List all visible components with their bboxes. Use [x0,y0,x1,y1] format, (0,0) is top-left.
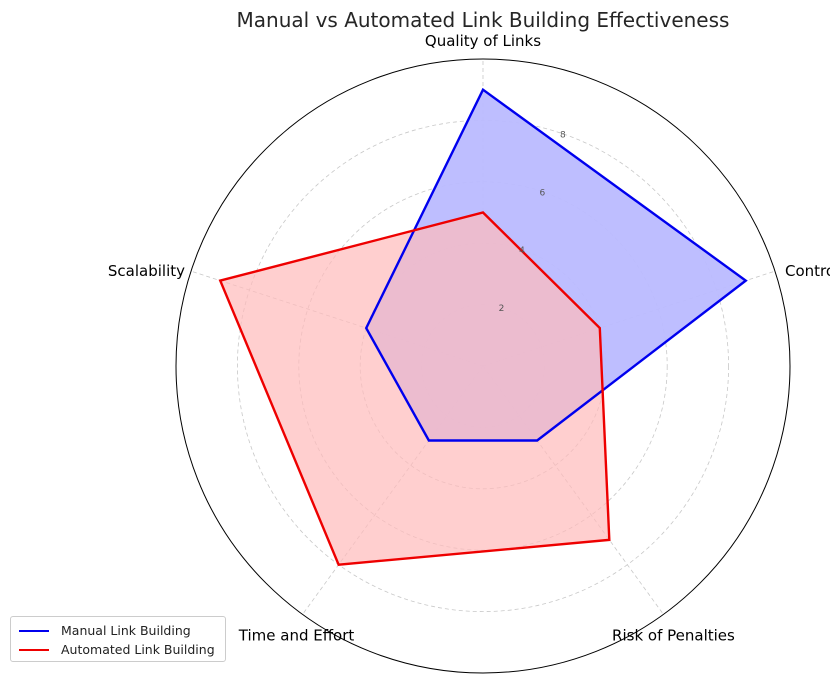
legend-label-automated: Automated Link Building [61,642,215,657]
legend-swatch-automated [19,648,49,651]
series-line-manual [364,87,748,442]
radial-ticks: 2 4 6 8 [499,130,566,314]
tick-label: 8 [560,130,566,140]
legend-item-manual: Manual Link Building [19,621,217,640]
category-label: Quality of Links [425,32,541,50]
legend-item-automated: Automated Link Building [19,640,217,659]
category-label: Risk of Penalties [612,626,735,644]
tick-label: 2 [499,304,505,314]
series-layer [218,87,748,566]
tick-label: 4 [519,246,525,256]
category-labels: Quality of Links Control Risk of Penalties… [108,32,830,644]
category-label: Time and Effort [238,626,355,644]
legend-label-manual: Manual Link Building [61,623,191,638]
legend: Manual Link Building Automated Link Buil… [10,616,226,662]
category-label: Control [785,262,830,280]
series-area-automated [220,212,610,565]
category-label: Scalability [108,262,185,280]
legend-swatch-manual [19,629,49,632]
chart-title: Manual vs Automated Link Building Effect… [237,8,730,32]
tick-label: 6 [540,188,546,198]
series-line-automated [218,211,611,566]
outer-ring [175,58,791,674]
